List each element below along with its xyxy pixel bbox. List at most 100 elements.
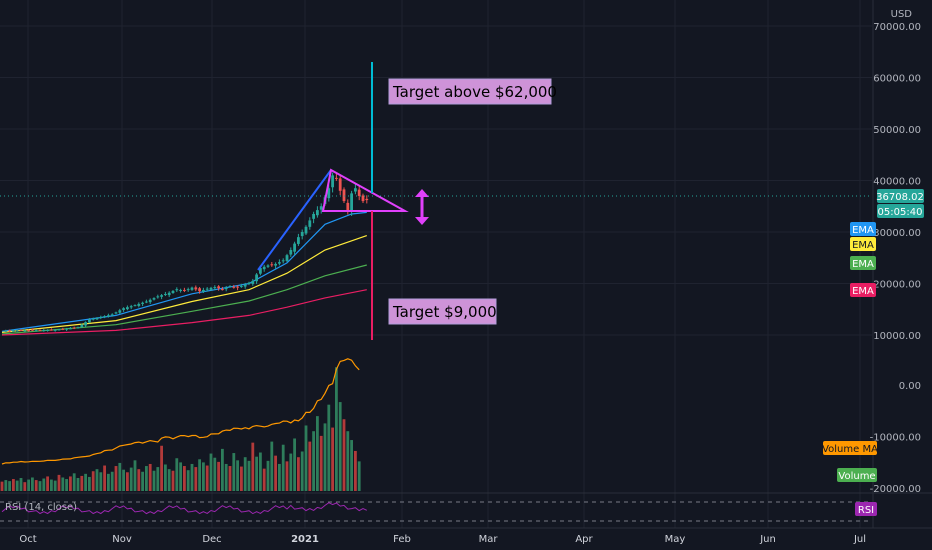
volume-bar — [129, 467, 133, 491]
volume-bar — [221, 448, 224, 491]
candle-body — [232, 286, 236, 288]
volume-tick-label: -10000.00 — [870, 433, 921, 444]
volume-bar — [198, 459, 201, 491]
candle-body — [228, 286, 232, 288]
candle-body — [205, 288, 209, 290]
candle-body — [361, 195, 365, 202]
volume-bar — [141, 471, 144, 491]
volume-bar — [4, 480, 8, 491]
candle-body — [293, 243, 296, 252]
candle-body — [164, 293, 167, 295]
volume-bar — [331, 427, 334, 491]
candle-body — [251, 280, 255, 284]
candle-body — [259, 268, 262, 274]
candle-body — [126, 307, 129, 310]
volume-bar — [148, 463, 152, 491]
ema-legend: EMA EMA EMA EMA — [850, 222, 876, 297]
candle-body — [319, 206, 323, 210]
candle-body — [69, 328, 72, 330]
ema-tag — [850, 256, 876, 270]
volume-bar — [259, 452, 262, 491]
ema-tag-label: EMA — [852, 286, 874, 297]
candle-body — [175, 289, 179, 291]
candle-body — [152, 298, 156, 300]
candle-body — [156, 296, 160, 298]
rsi-line — [1, 502, 368, 515]
volume-bar — [293, 438, 296, 491]
volume-bar — [247, 460, 251, 491]
candle-body — [88, 319, 91, 323]
volume-bar — [316, 416, 319, 491]
candle-body — [80, 324, 84, 327]
candle-body — [99, 316, 103, 318]
volume-bar — [190, 463, 194, 491]
rsi-tag: RSI — [855, 502, 877, 516]
candle-body — [243, 284, 247, 287]
volume-bar — [69, 476, 72, 491]
volume-bar — [357, 461, 361, 491]
ema-tag — [850, 222, 876, 236]
ema-tag — [850, 237, 876, 251]
volume-bar — [156, 467, 160, 491]
candle-body — [217, 286, 220, 289]
candle-body — [46, 329, 49, 331]
ema-tag — [850, 283, 876, 297]
volume-bar — [34, 480, 38, 491]
volume-bar — [194, 467, 198, 491]
volume-ma-tag: Volume MA — [822, 441, 878, 455]
candle-body — [42, 330, 46, 332]
volume-bar — [160, 445, 163, 491]
rising-trendline — [257, 169, 332, 271]
volume-bar — [308, 441, 312, 491]
volume-bar — [15, 480, 19, 491]
volume-bar — [202, 462, 205, 491]
price-tick-label: 30000.00 — [873, 228, 921, 239]
volume-bar — [319, 435, 323, 491]
ema-lines — [1, 211, 367, 336]
candle-body — [255, 274, 258, 282]
candle-body — [114, 312, 118, 314]
volume-bar — [42, 478, 46, 491]
date-tick-label: Oct — [19, 534, 36, 545]
candle-body — [270, 264, 274, 266]
candle-body — [34, 330, 38, 332]
candle-body — [19, 329, 23, 331]
candle-body — [167, 292, 171, 296]
candle-body — [209, 287, 213, 290]
volume-bar — [91, 471, 95, 491]
volume-bar — [61, 477, 65, 491]
date-tick-label: Jul — [853, 534, 866, 545]
candle-body — [338, 178, 342, 191]
volume-bar — [107, 473, 110, 491]
last-price-value: 36708.02 — [876, 192, 924, 203]
date-tick-label: May — [665, 534, 686, 545]
candle-body — [110, 314, 114, 316]
volume-bar — [46, 476, 49, 491]
candle-body — [23, 330, 27, 332]
volume-bar — [31, 477, 34, 491]
candle-body — [137, 303, 141, 306]
candle-body — [262, 266, 266, 270]
countdown-value: 05:05:40 — [878, 207, 923, 218]
volume-tick-label: 0.00 — [899, 381, 921, 392]
currency-label: USD — [891, 9, 913, 20]
candle-body — [224, 287, 228, 290]
candle-body — [31, 329, 34, 331]
volume-bar — [80, 475, 84, 491]
candle-body — [240, 286, 243, 288]
volume-bar — [327, 404, 331, 491]
volume-bars — [0, 367, 361, 491]
candle-body — [95, 317, 99, 320]
volume-bar — [312, 431, 315, 491]
volume-bar — [103, 465, 106, 491]
volume-bar — [346, 431, 350, 491]
candle-body — [316, 210, 319, 216]
volume-bar — [110, 471, 114, 491]
volume-bar — [72, 473, 76, 491]
volume-bar — [354, 450, 357, 491]
ema-tag-label: EMA — [852, 225, 874, 236]
volume-bar — [167, 469, 171, 491]
volume-bar — [137, 469, 141, 491]
volume-bar — [217, 461, 220, 491]
